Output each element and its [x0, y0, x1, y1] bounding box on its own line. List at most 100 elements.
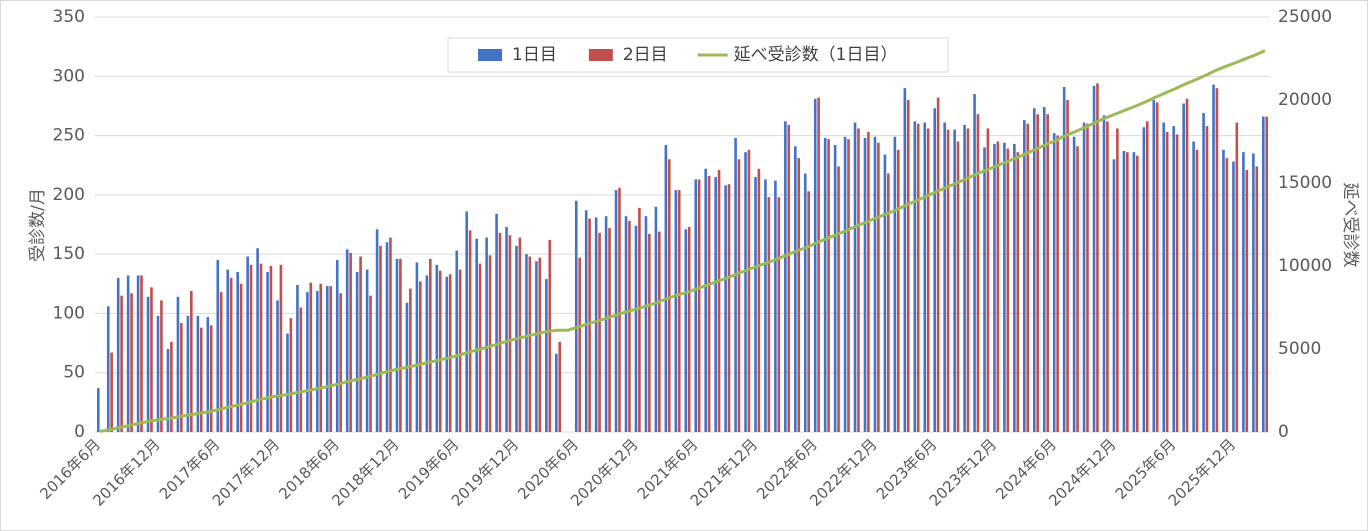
bar	[1185, 98, 1189, 433]
bar	[608, 228, 611, 432]
bar	[823, 137, 827, 432]
bar	[737, 159, 741, 433]
bar	[458, 269, 462, 432]
bar	[136, 275, 140, 432]
bar	[867, 132, 870, 432]
bar	[857, 128, 860, 432]
bar	[409, 288, 412, 432]
bar	[604, 216, 608, 432]
bar	[339, 293, 342, 432]
bar	[246, 256, 249, 432]
bar	[326, 286, 329, 432]
bar	[574, 200, 578, 432]
bar	[146, 296, 150, 432]
bar	[734, 137, 737, 432]
bar	[329, 286, 333, 432]
bar	[505, 226, 508, 432]
bar	[419, 281, 422, 432]
y-tick-label: 200	[53, 185, 85, 205]
bar	[1205, 126, 1209, 432]
legend-label: 2日目	[623, 45, 668, 65]
bar	[594, 217, 598, 432]
bar	[1126, 152, 1129, 432]
bar	[468, 230, 472, 432]
bar	[877, 142, 880, 432]
bar	[455, 250, 459, 432]
bar	[1026, 123, 1030, 432]
bar	[1102, 115, 1106, 433]
bar	[1235, 122, 1239, 433]
bar	[508, 235, 512, 432]
bar	[289, 318, 293, 432]
bar	[1032, 108, 1036, 433]
bar	[1195, 149, 1199, 433]
bar	[309, 282, 313, 432]
y2-tick-label: 5000	[1278, 339, 1321, 359]
bar	[923, 122, 927, 433]
bar	[996, 141, 1000, 432]
bar	[395, 258, 399, 432]
y2-tick-label: 20000	[1278, 90, 1332, 110]
bar	[936, 97, 940, 432]
bar	[677, 190, 681, 432]
bar	[684, 229, 688, 432]
bar	[428, 258, 432, 432]
bar	[946, 129, 950, 432]
bar	[1192, 141, 1195, 432]
bar	[638, 207, 641, 432]
bar	[216, 260, 220, 432]
bar	[634, 225, 638, 432]
bar	[833, 145, 837, 433]
bar	[747, 149, 751, 433]
bar	[399, 258, 402, 432]
bar	[654, 206, 658, 432]
bar	[345, 249, 349, 432]
bar	[584, 210, 588, 432]
bar	[120, 295, 123, 432]
bar	[588, 218, 591, 432]
bar	[784, 121, 787, 432]
bar	[1006, 148, 1010, 432]
bar	[906, 100, 910, 432]
bar	[106, 306, 110, 432]
bar	[1052, 133, 1056, 432]
bar	[873, 136, 877, 432]
bar	[774, 180, 777, 432]
bar	[319, 283, 323, 432]
bar	[903, 88, 907, 433]
bar	[525, 254, 528, 432]
bar	[1023, 120, 1026, 433]
bar	[1076, 146, 1079, 432]
bar	[229, 277, 233, 432]
bar	[558, 341, 562, 432]
bar	[1202, 113, 1205, 433]
bar	[694, 179, 698, 432]
y-tick-label: 300	[53, 66, 85, 86]
bar	[435, 264, 439, 432]
bar	[415, 262, 419, 432]
bar	[518, 237, 522, 432]
bar	[983, 147, 986, 432]
bar	[296, 284, 299, 432]
bar	[266, 271, 269, 432]
bar	[714, 177, 717, 432]
bar	[943, 122, 946, 433]
bar	[933, 108, 937, 433]
y-tick-label: 250	[53, 126, 85, 146]
bar	[249, 264, 253, 432]
y-tick-label: 150	[53, 244, 85, 264]
y2-axis-title: 延べ受診数	[1340, 183, 1360, 268]
bar	[1222, 149, 1225, 433]
bar	[1016, 152, 1020, 432]
bar	[166, 349, 170, 432]
bar	[189, 290, 193, 432]
bar	[757, 168, 761, 432]
bar	[199, 327, 203, 432]
bar	[256, 248, 259, 432]
bar	[1062, 86, 1066, 432]
bar	[465, 211, 469, 432]
bar	[896, 149, 900, 433]
bar	[658, 231, 661, 432]
y2-tick-label: 10000	[1278, 256, 1332, 276]
